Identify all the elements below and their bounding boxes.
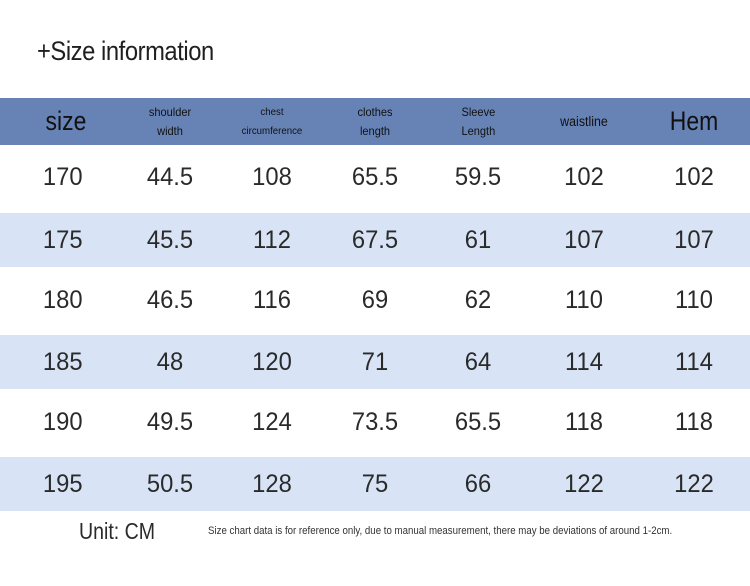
header-chest-line1: chest (260, 105, 284, 118)
cell-chest: 112 (253, 225, 291, 254)
cell-chest: 124 (252, 408, 292, 436)
cell-shoulder: 46.5 (146, 286, 194, 314)
table-row: 190 49.5 124 73.5 65.5 118 118 (0, 392, 750, 453)
table-row: 180 46.5 116 69 62 110 110 (0, 270, 750, 331)
cell-hem: 110 (675, 286, 713, 314)
header-shoulder-line1: shoulder (148, 104, 192, 119)
cell-waistline: 118 (565, 408, 603, 436)
cell-size: 185 (42, 347, 83, 376)
cell-shoulder: 50.5 (146, 469, 194, 498)
cell-sleeve: 61 (464, 225, 492, 254)
table-row: 175 45.5 112 67.5 61 107 107 (0, 213, 750, 267)
cell-hem: 107 (674, 225, 714, 254)
disclaimer-note: Size chart data is for reference only, d… (208, 525, 673, 537)
cell-chest: 116 (253, 286, 291, 314)
cell-shoulder: 45.5 (146, 225, 194, 254)
cell-size: 195 (42, 469, 83, 498)
cell-hem: 114 (675, 347, 713, 376)
header-clothes-line1: clothes (357, 104, 393, 119)
header-shoulder-line2: width (157, 123, 183, 138)
cell-hem: 118 (675, 408, 713, 436)
cell-chest: 128 (252, 469, 292, 498)
cell-clothes: 73.5 (351, 408, 399, 436)
cell-size: 180 (42, 286, 83, 314)
cell-clothes: 69 (361, 286, 389, 314)
cell-waistline: 114 (565, 347, 603, 376)
header-sleeve-line2: Length (461, 123, 495, 138)
header-sleeve-length: Sleeve Length (426, 103, 530, 141)
cell-clothes: 71 (361, 347, 389, 376)
header-clothes-length: clothes length (324, 103, 426, 141)
cell-sleeve: 66 (464, 469, 492, 498)
cell-waistline: 107 (564, 225, 604, 254)
cell-waistline: 110 (565, 286, 603, 314)
cell-size: 170 (42, 162, 83, 191)
cell-chest: 120 (252, 347, 292, 376)
header-sleeve-line1: Sleeve (461, 104, 495, 119)
header-chest-circumference: chest circumference (220, 103, 324, 141)
header-shoulder-width: shoulder width (120, 103, 220, 141)
cell-shoulder: 48 (156, 347, 184, 376)
cell-waistline: 122 (564, 469, 604, 498)
cell-clothes: 75 (361, 469, 389, 498)
cell-shoulder: 44.5 (146, 162, 194, 191)
cell-hem: 102 (674, 162, 714, 191)
cell-sleeve: 64 (464, 347, 492, 376)
header-hem: Hem (669, 106, 719, 136)
header-chest-line2: circumference (241, 124, 303, 137)
cell-clothes: 65.5 (351, 162, 399, 191)
cell-size: 190 (42, 408, 83, 436)
table-row: 195 50.5 128 75 66 122 122 (0, 457, 750, 511)
cell-waistline: 102 (564, 162, 604, 191)
cell-sleeve: 65.5 (454, 408, 502, 436)
cell-shoulder: 49.5 (146, 408, 194, 436)
header-waistline: waistline (560, 114, 608, 129)
header-clothes-line2: length (359, 123, 391, 138)
cell-clothes: 67.5 (351, 225, 399, 254)
unit-label: Unit: CM (79, 518, 156, 544)
header-size: size (45, 106, 87, 136)
cell-sleeve: 59.5 (454, 162, 502, 191)
cell-chest: 108 (252, 162, 292, 191)
page-title: +Size information (37, 36, 214, 66)
table-row: 170 44.5 108 65.5 59.5 102 102 (0, 145, 750, 209)
cell-sleeve: 62 (464, 286, 492, 314)
table-header: size shoulder width chest circumference … (0, 98, 750, 145)
table-row: 185 48 120 71 64 114 114 (0, 335, 750, 389)
size-table: size shoulder width chest circumference … (0, 98, 750, 514)
cell-size: 175 (42, 225, 83, 254)
cell-hem: 122 (674, 469, 714, 498)
